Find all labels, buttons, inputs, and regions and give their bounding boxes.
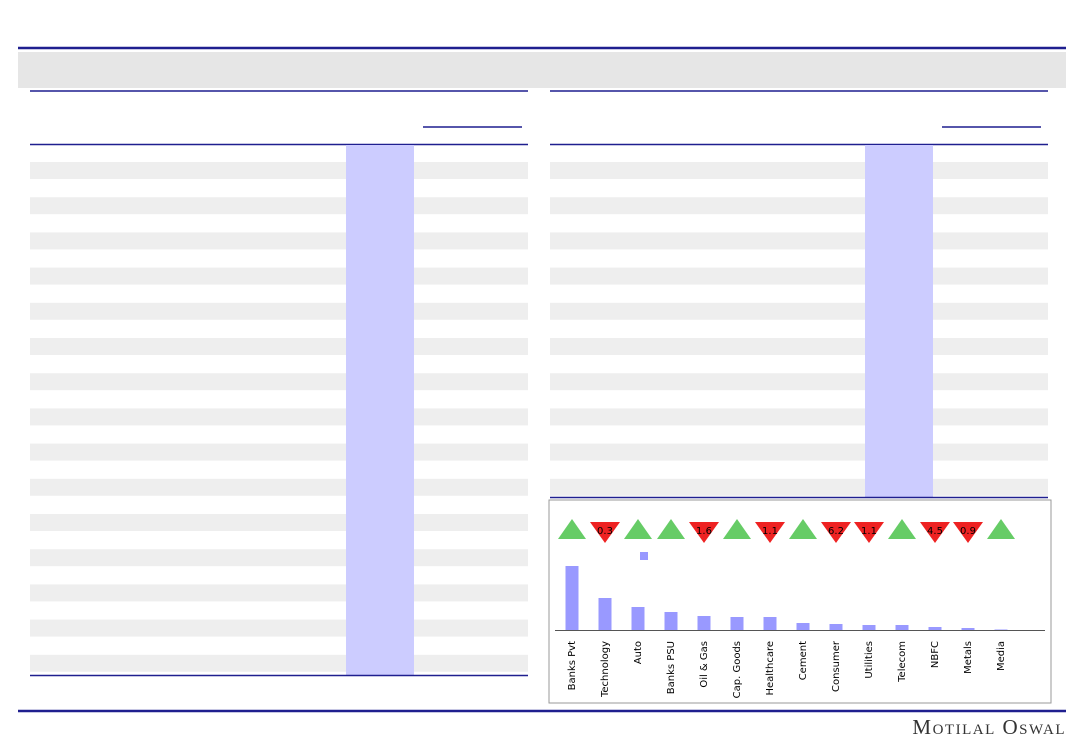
- bar: [664, 612, 678, 630]
- bar: [763, 617, 777, 630]
- row-band: [30, 232, 528, 250]
- x-tick-label: Consumer: [831, 640, 842, 692]
- up-arrow: [624, 519, 652, 539]
- change-label: 6.2: [828, 526, 844, 537]
- highlight-column: [865, 145, 933, 497]
- x-tick-label: Technology: [600, 641, 611, 698]
- row-band: [30, 478, 528, 496]
- bar: [598, 598, 612, 630]
- bar: [862, 625, 876, 630]
- down-arrow: [920, 522, 950, 543]
- down-arrow: [590, 522, 620, 543]
- row-band: [30, 584, 528, 602]
- row-band: [550, 162, 1048, 179]
- change-label: 1.1: [861, 526, 877, 537]
- row-band: [550, 197, 1048, 215]
- change-label: 0.3: [597, 526, 613, 537]
- row-band: [550, 338, 1048, 355]
- row-band: [30, 619, 528, 637]
- change-label: 4.5: [927, 526, 943, 537]
- up-arrow: [558, 519, 586, 539]
- row-band: [550, 232, 1048, 250]
- row-band: [550, 267, 1048, 285]
- chart: Banks Pvt Technology 0.3 Auto Banks PSU Oil &…: [558, 519, 1015, 698]
- up-arrow: [888, 519, 916, 539]
- row-band: [30, 373, 528, 391]
- x-tick-label: Auto: [633, 641, 644, 664]
- x-tick-label: Banks Pvt: [567, 641, 578, 690]
- row-band: [550, 443, 1048, 461]
- bar: [730, 617, 744, 630]
- header-band: [18, 52, 1066, 88]
- highlight-column: [346, 145, 414, 675]
- x-tick-label: Cement: [798, 641, 809, 680]
- x-tick-label: Cap. Goods: [732, 641, 743, 698]
- row-band: [30, 654, 528, 672]
- bar: [994, 629, 1008, 630]
- row-band: [30, 267, 528, 285]
- bar: [928, 627, 942, 630]
- brand: Motilal Oswal: [912, 715, 1066, 739]
- up-arrow: [723, 519, 751, 539]
- bar: [829, 624, 843, 630]
- row-band: [550, 302, 1048, 320]
- down-arrow: [953, 522, 983, 543]
- down-arrow: [854, 522, 884, 543]
- row-band: [30, 514, 528, 531]
- bar: [697, 616, 711, 630]
- row-band: [30, 162, 528, 179]
- up-arrow: [657, 519, 685, 539]
- x-tick-label: Utilities: [864, 641, 875, 679]
- marker: [640, 552, 648, 560]
- row-band: [30, 302, 528, 320]
- row-band: [30, 197, 528, 215]
- bar: [796, 623, 810, 630]
- x-tick-label: Oil & Gas: [699, 641, 710, 688]
- up-arrow: [987, 519, 1015, 539]
- down-arrow: [689, 522, 719, 543]
- change-label: 1.6: [696, 526, 712, 537]
- row-band: [30, 338, 528, 355]
- row-band: [550, 478, 1048, 496]
- up-arrow: [789, 519, 817, 539]
- down-arrow: [821, 522, 851, 543]
- down-arrow: [755, 522, 785, 543]
- row-band: [30, 408, 528, 426]
- tables: [30, 90, 1048, 677]
- x-tick-label: Metals: [963, 641, 974, 674]
- change-label: 1.1: [762, 526, 778, 537]
- x-tick-label: NBFC: [930, 641, 941, 668]
- x-tick-label: Media: [996, 641, 1007, 671]
- change-label: 0.9: [960, 526, 976, 537]
- row-band: [550, 408, 1048, 426]
- bar: [895, 625, 909, 630]
- bar: [631, 607, 645, 630]
- x-tick-label: Healthcare: [765, 641, 776, 696]
- bar: [565, 566, 579, 630]
- bar: [961, 628, 975, 630]
- row-band: [30, 549, 528, 567]
- row-band: [550, 373, 1048, 391]
- x-tick-label: Telecom: [897, 641, 908, 683]
- row-band: [30, 443, 528, 461]
- x-tick-label: Banks PSU: [666, 641, 677, 694]
